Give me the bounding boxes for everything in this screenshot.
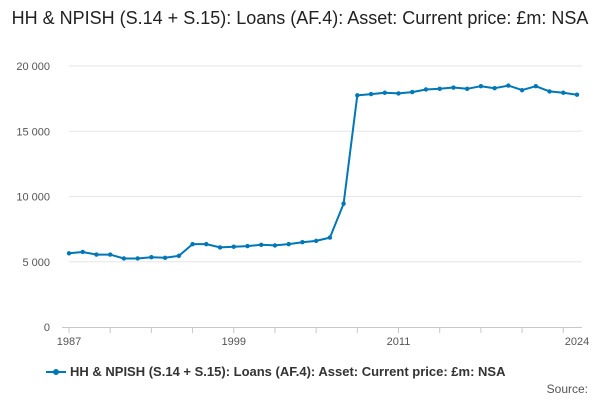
- data-point[interactable]: [94, 252, 99, 257]
- series-group: [66, 83, 580, 261]
- legend[interactable]: HH & NPISH (S.14 + S.15): Loans (AF.4): …: [46, 364, 505, 379]
- y-tick-label: 15 000: [16, 126, 50, 138]
- data-point[interactable]: [561, 90, 566, 95]
- data-point[interactable]: [547, 89, 552, 94]
- axes: [62, 327, 582, 333]
- source-label: Source:: [546, 382, 588, 396]
- data-point[interactable]: [204, 241, 209, 247]
- data-point[interactable]: [231, 244, 236, 249]
- data-point[interactable]: [149, 254, 154, 260]
- data-point[interactable]: [80, 249, 85, 255]
- data-point[interactable]: [451, 85, 456, 90]
- data-point[interactable]: [217, 245, 223, 250]
- data-point[interactable]: [327, 235, 333, 240]
- data-point[interactable]: [423, 87, 429, 92]
- data-point[interactable]: [396, 91, 401, 96]
- data-point[interactable]: [162, 255, 168, 261]
- data-point[interactable]: [368, 91, 374, 97]
- data-point[interactable]: [533, 84, 539, 89]
- data-point[interactable]: [341, 201, 346, 206]
- y-tick-label: 20 000: [16, 61, 50, 73]
- x-tick-label: 2024: [565, 336, 589, 348]
- data-point[interactable]: [300, 239, 305, 245]
- data-point[interactable]: [464, 86, 470, 92]
- data-point[interactable]: [245, 243, 250, 249]
- data-point[interactable]: [355, 93, 360, 98]
- data-point[interactable]: [574, 92, 580, 97]
- data-point[interactable]: [272, 243, 278, 248]
- data-point[interactable]: [259, 242, 264, 247]
- data-point[interactable]: [121, 256, 127, 261]
- data-point[interactable]: [107, 252, 113, 257]
- data-point[interactable]: [176, 253, 182, 259]
- legend-entry: HH & NPISH (S.14 + S.15): Loans (AF.4): …: [70, 364, 506, 379]
- x-tick-label: 2011: [387, 336, 411, 348]
- x-axis-tick-labels: 1987 1999 2011 2024: [57, 336, 589, 348]
- grid-lines: [69, 65, 582, 263]
- y-tick-label: 0: [44, 322, 50, 334]
- data-point[interactable]: [313, 238, 319, 244]
- data-point[interactable]: [410, 89, 415, 95]
- x-tick-label: 1999: [222, 336, 246, 348]
- x-tick-label: 1987: [57, 336, 81, 348]
- y-tick-label: 10 000: [16, 192, 50, 204]
- y-tick-label: 5 000: [22, 257, 50, 269]
- data-point[interactable]: [478, 84, 484, 89]
- data-point[interactable]: [382, 90, 387, 95]
- data-point[interactable]: [135, 256, 140, 261]
- legend-swatch: [46, 366, 66, 378]
- data-point[interactable]: [286, 241, 291, 247]
- data-point[interactable]: [66, 251, 72, 256]
- data-point[interactable]: [437, 86, 442, 92]
- series-line: [68, 84, 578, 260]
- chart-title: HH & NPISH (S.14 + S.15): Loans (AF.4): …: [11, 8, 589, 28]
- data-point[interactable]: [506, 83, 511, 88]
- y-axis-tick-labels: 0 5 000 10 000 15 000 20 000: [16, 61, 50, 334]
- data-point[interactable]: [190, 241, 195, 247]
- data-point[interactable]: [492, 85, 497, 91]
- data-point[interactable]: [519, 87, 525, 93]
